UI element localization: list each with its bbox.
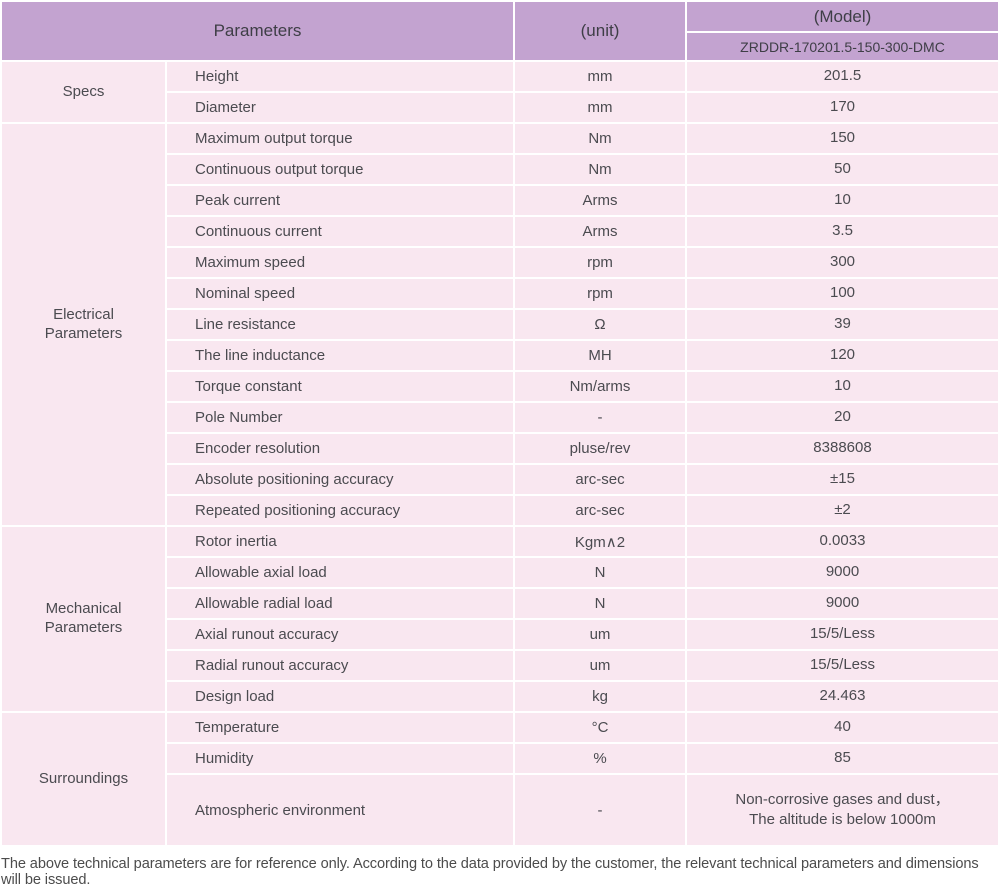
header-model: (Model) — [687, 2, 998, 31]
unit-cell: N — [515, 558, 685, 587]
unit-cell: % — [515, 744, 685, 773]
unit-cell: pluse/rev — [515, 434, 685, 463]
unit-cell: arc-sec — [515, 465, 685, 494]
parameter-name-cell: Pole Number — [167, 403, 513, 432]
value-cell: 24.463 — [687, 682, 998, 711]
value-cell: 9000 — [687, 558, 998, 587]
unit-cell: N — [515, 589, 685, 618]
parameter-name-cell: Height — [167, 62, 513, 91]
value-cell: 10 — [687, 372, 998, 401]
unit-cell: - — [515, 775, 685, 845]
parameter-name-cell: Maximum output torque — [167, 124, 513, 153]
value-cell: 50 — [687, 155, 998, 184]
header-parameters: Parameters — [2, 2, 513, 60]
section-label-cell: Specs — [2, 62, 165, 122]
header-model-number: ZRDDR-170201.5-150-300-DMC — [687, 33, 998, 60]
parameter-name-cell: Temperature — [167, 713, 513, 742]
unit-cell: um — [515, 651, 685, 680]
unit-cell: Nm/arms — [515, 372, 685, 401]
unit-cell: um — [515, 620, 685, 649]
unit-cell: - — [515, 403, 685, 432]
section-label: Surroundings — [38, 769, 129, 787]
value-cell: 100 — [687, 279, 998, 308]
unit-cell: rpm — [515, 248, 685, 277]
value-cell: 15/5/Less — [687, 620, 998, 649]
value-cell: Non-corrosive gases and dust， The altitu… — [687, 775, 998, 845]
unit-cell: mm — [515, 93, 685, 122]
parameter-name-cell: The line inductance — [167, 341, 513, 370]
value-cell: ±2 — [687, 496, 998, 525]
value-cell: 10 — [687, 186, 998, 215]
unit-cell: Arms — [515, 217, 685, 246]
unit-cell: mm — [515, 62, 685, 91]
parameter-name-cell: Nominal speed — [167, 279, 513, 308]
parameter-name-cell: Torque constant — [167, 372, 513, 401]
value-cell: 150 — [687, 124, 998, 153]
unit-cell: Ω — [515, 310, 685, 339]
value-cell: 3.5 — [687, 217, 998, 246]
parameter-name-cell: Continuous current — [167, 217, 513, 246]
value-cell: ±15 — [687, 465, 998, 494]
unit-cell: °C — [515, 713, 685, 742]
header-unit: (unit) — [515, 2, 685, 60]
value-cell: 20 — [687, 403, 998, 432]
value-cell: 170 — [687, 93, 998, 122]
section-label: Specs — [62, 82, 105, 100]
parameter-name-cell: Rotor inertia — [167, 527, 513, 556]
unit-cell: rpm — [515, 279, 685, 308]
parameter-name-cell: Encoder resolution — [167, 434, 513, 463]
section-label-cell: Surroundings — [2, 713, 165, 845]
unit-cell: Nm — [515, 124, 685, 153]
value-cell: 120 — [687, 341, 998, 370]
parameter-name-cell: Design load — [167, 682, 513, 711]
parameter-name-cell: Peak current — [167, 186, 513, 215]
section-label: Mechanical Parameters — [44, 600, 123, 636]
parameter-name-cell: Maximum speed — [167, 248, 513, 277]
value-cell: 201.5 — [687, 62, 998, 91]
value-cell: 39 — [687, 310, 998, 339]
unit-cell: MH — [515, 341, 685, 370]
parameter-name-cell: Radial runout accuracy — [167, 651, 513, 680]
unit-cell: Kgm∧2 — [515, 527, 685, 556]
value-cell: 40 — [687, 713, 998, 742]
section-label-cell: Electrical Parameters — [2, 124, 165, 525]
parameter-name-cell: Line resistance — [167, 310, 513, 339]
unit-cell: arc-sec — [515, 496, 685, 525]
value-cell: 9000 — [687, 589, 998, 618]
parameter-name-cell: Allowable axial load — [167, 558, 513, 587]
parameter-name-cell: Axial runout accuracy — [167, 620, 513, 649]
parameter-name-cell: Absolute positioning accuracy — [167, 465, 513, 494]
unit-cell: kg — [515, 682, 685, 711]
parameters-table: Parameters (unit) (Model) ZRDDR-170201.5… — [2, 2, 998, 845]
value-cell: 0.0033 — [687, 527, 998, 556]
value-cell: 8388608 — [687, 434, 998, 463]
section-label-cell: Mechanical Parameters — [2, 527, 165, 711]
value-cell: 300 — [687, 248, 998, 277]
section-label: Electrical Parameters — [44, 305, 123, 342]
parameter-name-cell: Humidity — [167, 744, 513, 773]
parameter-name-cell: Allowable radial load — [167, 589, 513, 618]
footer-note: The above technical parameters are for r… — [1, 856, 979, 888]
unit-cell: Nm — [515, 155, 685, 184]
value-cell: 85 — [687, 744, 998, 773]
parameter-name-cell: Atmospheric environment — [167, 775, 513, 845]
parameter-name-cell: Continuous output torque — [167, 155, 513, 184]
parameter-name-cell: Repeated positioning accuracy — [167, 496, 513, 525]
parameter-name-cell: Diameter — [167, 93, 513, 122]
value-cell: 15/5/Less — [687, 651, 998, 680]
unit-cell: Arms — [515, 186, 685, 215]
